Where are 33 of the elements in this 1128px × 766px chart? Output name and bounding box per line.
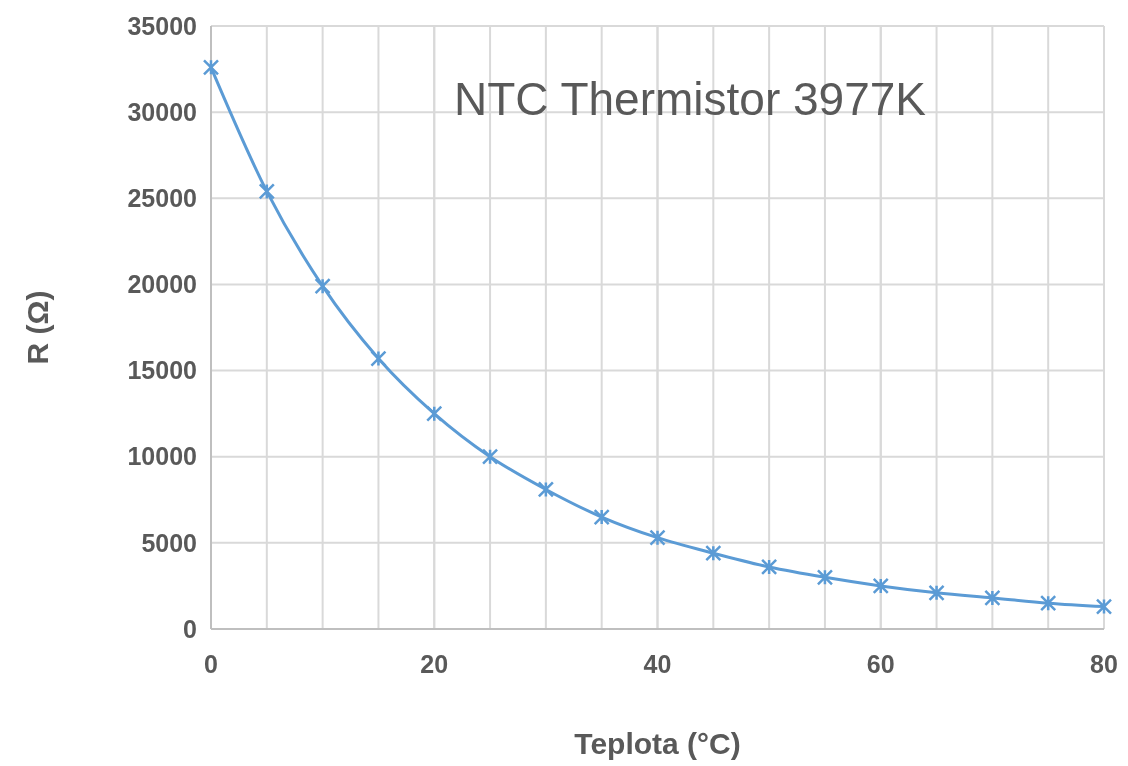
y-tick-label: 0 bbox=[183, 614, 197, 643]
point bbox=[1039, 594, 1057, 612]
point bbox=[426, 405, 443, 422]
y-tick-label: 15000 bbox=[127, 356, 197, 385]
point bbox=[649, 529, 666, 546]
y-tick-label: 35000 bbox=[127, 11, 197, 40]
point bbox=[984, 589, 1001, 607]
y-tick-label: 5000 bbox=[141, 528, 197, 557]
x-tick-label: 40 bbox=[643, 650, 672, 678]
x-tick-label: 80 bbox=[1090, 650, 1118, 678]
point bbox=[370, 350, 387, 367]
x-tick-label: 20 bbox=[420, 650, 449, 678]
x-tick-label: 60 bbox=[866, 650, 895, 678]
point bbox=[760, 558, 778, 576]
y-tick-label: 10000 bbox=[127, 442, 197, 471]
point bbox=[872, 577, 889, 595]
x-tick-label: 0 bbox=[204, 650, 218, 678]
text: NTC Thermistor 3977K bbox=[453, 73, 927, 125]
point bbox=[258, 183, 276, 200]
point bbox=[1095, 598, 1113, 615]
point bbox=[481, 448, 499, 465]
x-axis-title: Teplota (°C) bbox=[574, 727, 741, 760]
point bbox=[593, 508, 610, 526]
y-tick-label: 30000 bbox=[127, 97, 197, 126]
point bbox=[537, 481, 555, 498]
point bbox=[928, 584, 945, 602]
point bbox=[202, 59, 220, 76]
y-axis-title: R (Ω) bbox=[21, 290, 54, 365]
y-tick-label: 25000 bbox=[127, 184, 197, 213]
point bbox=[705, 544, 722, 562]
y-tick-label: 20000 bbox=[127, 270, 197, 299]
point bbox=[816, 569, 834, 586]
point bbox=[314, 277, 331, 295]
